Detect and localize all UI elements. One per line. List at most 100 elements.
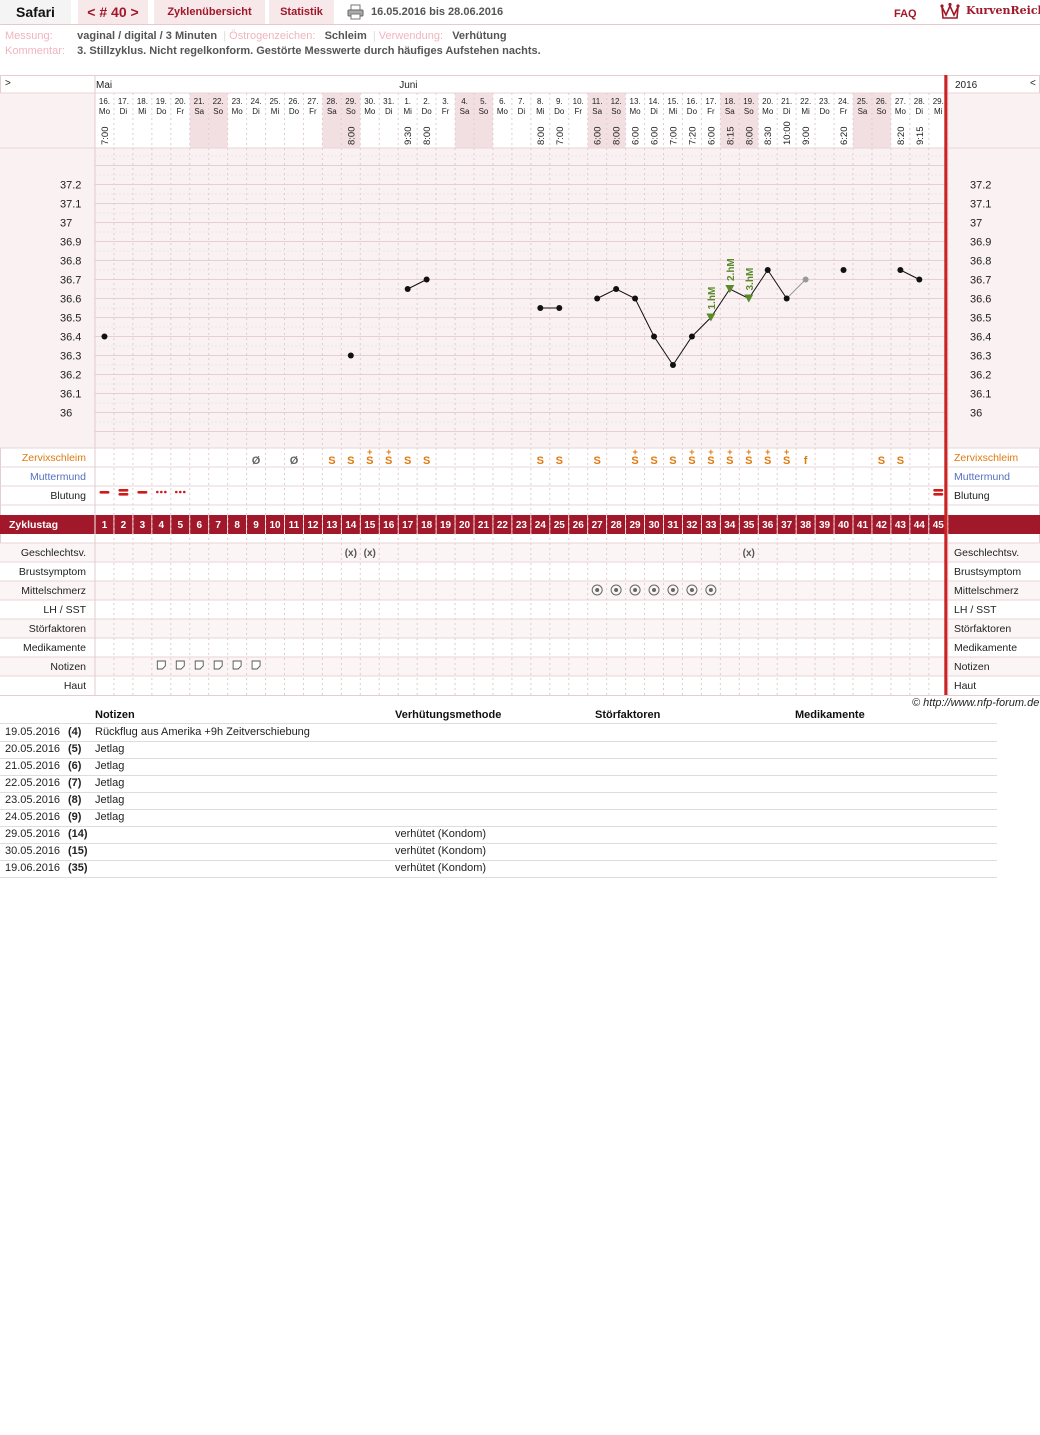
date-label: 21.	[781, 97, 792, 106]
temperature-point[interactable]	[613, 286, 620, 292]
mucus-plus-mark: +	[386, 447, 391, 457]
extra-row-label: Medikamente	[954, 642, 1017, 654]
cycle-day-number[interactable]: 34	[724, 520, 736, 531]
temperature-point[interactable]	[632, 295, 639, 302]
note-icon[interactable]	[194, 660, 204, 670]
weekday-label: Sa	[725, 107, 735, 116]
temperature-point[interactable]	[688, 333, 695, 340]
cycle-day-band	[0, 515, 1040, 534]
temperature-point[interactable]	[840, 267, 847, 273]
cycle-day-number[interactable]: 2	[121, 520, 127, 531]
cycle-day-number[interactable]: 14	[345, 520, 357, 531]
cycle-day-number[interactable]: 26	[573, 520, 585, 531]
cycle-day-number[interactable]: 28	[611, 520, 623, 531]
mittelschmerz-icon	[591, 584, 603, 596]
cycle-day-number[interactable]: 44	[914, 520, 926, 531]
temperature-point[interactable]	[802, 276, 809, 283]
date-label: 23.	[232, 97, 243, 106]
note-icon[interactable]	[175, 660, 185, 670]
cycle-day-number[interactable]: 39	[819, 520, 831, 531]
cycle-day-number[interactable]: 4	[159, 520, 165, 531]
weekday-label: So	[346, 107, 356, 116]
cycle-day-number[interactable]: 30	[648, 520, 660, 531]
cycle-day-number[interactable]: 38	[800, 520, 812, 531]
temperature-point[interactable]	[404, 286, 411, 292]
notes-row: 19.05.2016 (4) Rückflug aus Amerika +9h Ze…	[0, 724, 997, 742]
note-icon[interactable]	[251, 660, 261, 670]
temperature-point[interactable]	[897, 267, 904, 273]
printer-icon[interactable]	[347, 4, 364, 20]
cycle-day-number[interactable]: 24	[535, 520, 547, 531]
temperature-point[interactable]	[101, 333, 108, 340]
y-tick-left: 36.9	[60, 237, 81, 249]
cycle-day-number[interactable]: 41	[857, 520, 869, 531]
cycle-day-number[interactable]: 20	[459, 520, 471, 531]
cycle-day-number[interactable]: 33	[705, 520, 717, 531]
cycle-day-number[interactable]: 13	[326, 520, 338, 531]
user-name[interactable]: Safari	[0, 0, 71, 24]
cycle-day-number[interactable]: 10	[269, 520, 281, 531]
temperature-point[interactable]	[651, 333, 658, 340]
temperature-point[interactable]	[556, 305, 563, 311]
crown-icon[interactable]	[940, 1, 960, 21]
cycle-day-number[interactable]: 16	[383, 520, 395, 531]
cycle-day-number[interactable]: 25	[554, 520, 566, 531]
higher-measurement-marker[interactable]	[706, 313, 716, 322]
cycle-day-number[interactable]: 5	[177, 520, 183, 531]
statistics-tab[interactable]: Statistik	[269, 0, 334, 24]
cycle-day-number[interactable]: 3	[140, 520, 146, 531]
cycle-day-number[interactable]: 31	[667, 520, 679, 531]
cycle-day-number[interactable]: 23	[516, 520, 528, 531]
date-label: 20.	[175, 97, 186, 106]
note-icon[interactable]	[232, 660, 242, 670]
prev-cycle-arrow[interactable]: >	[5, 78, 11, 89]
cycle-day-number[interactable]: 1	[102, 520, 108, 531]
cycle-overview-tab[interactable]: Zyklenübersicht	[154, 0, 265, 24]
cycle-day-number[interactable]: 27	[592, 520, 604, 531]
temperature-point[interactable]	[783, 295, 790, 302]
higher-measurement-marker[interactable]	[744, 294, 754, 303]
temperature-point[interactable]	[347, 352, 354, 359]
temperature-point[interactable]	[423, 276, 430, 283]
cycle-day-number[interactable]: 17	[402, 520, 414, 531]
faq-link[interactable]: FAQ	[894, 8, 917, 20]
cycle-day-number[interactable]: 40	[838, 520, 850, 531]
cycle-day-number[interactable]: 42	[876, 520, 888, 531]
cycle-day-number[interactable]: 11	[289, 520, 300, 531]
cycle-day-number[interactable]: 43	[895, 520, 907, 531]
y-tick-left: 36.4	[60, 332, 81, 344]
temperature-point[interactable]	[537, 305, 544, 311]
cycle-navigator[interactable]: < # 40 >	[78, 0, 148, 24]
cycle-day-number[interactable]: 7	[215, 520, 221, 531]
mucus-mark: S	[688, 455, 695, 467]
cycle-day-number[interactable]: 22	[497, 520, 509, 531]
y-tick-right: 36.2	[970, 370, 991, 382]
bleeding-dot	[156, 490, 159, 494]
cycle-day-number[interactable]: 9	[253, 520, 259, 531]
temperature-point[interactable]	[916, 276, 923, 283]
cycle-day-number[interactable]: 45	[933, 520, 945, 531]
brand-name[interactable]: KurvenReich	[966, 4, 1040, 17]
mittelschmerz-icon	[705, 584, 717, 596]
temperature-point[interactable]	[594, 295, 601, 302]
cycle-day-number[interactable]: 6	[196, 520, 202, 531]
temperature-point[interactable]	[669, 362, 676, 368]
cycle-day-number[interactable]: 35	[743, 520, 755, 531]
weekday-label: Mo	[364, 107, 376, 116]
cycle-day-number[interactable]: 29	[630, 520, 642, 531]
note-icon[interactable]	[156, 660, 166, 670]
cycle-day-number[interactable]: 15	[364, 520, 376, 531]
higher-measurement-marker[interactable]	[725, 285, 735, 293]
cycle-day-number[interactable]: 21	[478, 520, 490, 531]
temperature-point[interactable]	[764, 267, 771, 273]
cycle-day-number[interactable]: 19	[440, 520, 452, 531]
next-cycle-arrow[interactable]: <	[1030, 78, 1036, 89]
cycle-day-number[interactable]: 37	[781, 520, 793, 531]
cycle-day-number[interactable]: 12	[307, 520, 319, 531]
cycle-day-number[interactable]: 8	[234, 520, 240, 531]
cycle-day-number[interactable]: 32	[686, 520, 698, 531]
cycle-day-number[interactable]: 36	[762, 520, 774, 531]
cycle-day-number[interactable]: 18	[421, 520, 433, 531]
note-icon[interactable]	[213, 660, 223, 670]
mucus-mark: S	[594, 455, 601, 467]
